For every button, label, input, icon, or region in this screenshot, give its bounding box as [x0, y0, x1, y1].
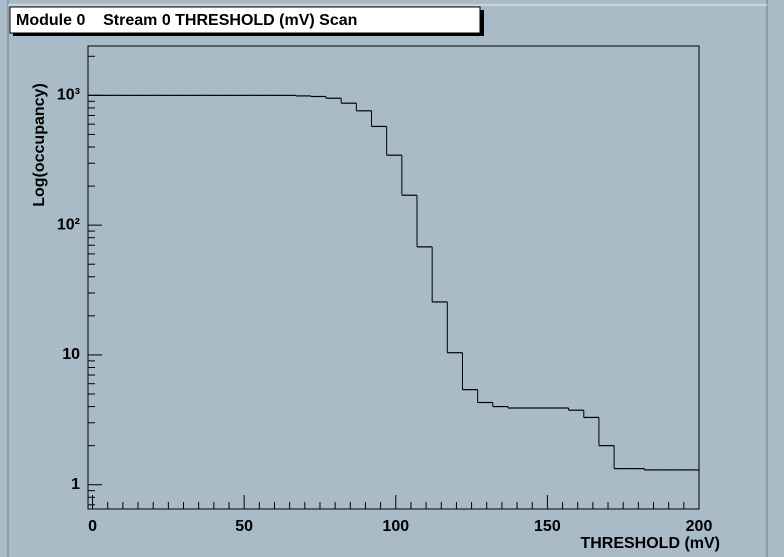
x-tick-label: 0	[88, 518, 97, 535]
x-tick-label: 100	[382, 518, 409, 535]
y-tick-label: 1	[71, 476, 80, 493]
y-axis-label: Log(occupancy)	[31, 83, 48, 207]
y-tick-label: 10³	[57, 87, 80, 104]
y-tick-label: 10	[62, 346, 80, 363]
title-box	[9, 6, 481, 34]
plot-frame	[87, 45, 700, 510]
chart-title: Module 0 Stream 0 THRESHOLD (mV) Scan	[16, 12, 357, 29]
x-tick-label: 200	[686, 518, 713, 535]
y-tick-label: 10²	[57, 216, 80, 233]
x-tick-label: 50	[235, 518, 253, 535]
x-tick-label: 150	[534, 518, 561, 535]
x-axis-label: THRESHOLD (mV)	[580, 535, 720, 552]
